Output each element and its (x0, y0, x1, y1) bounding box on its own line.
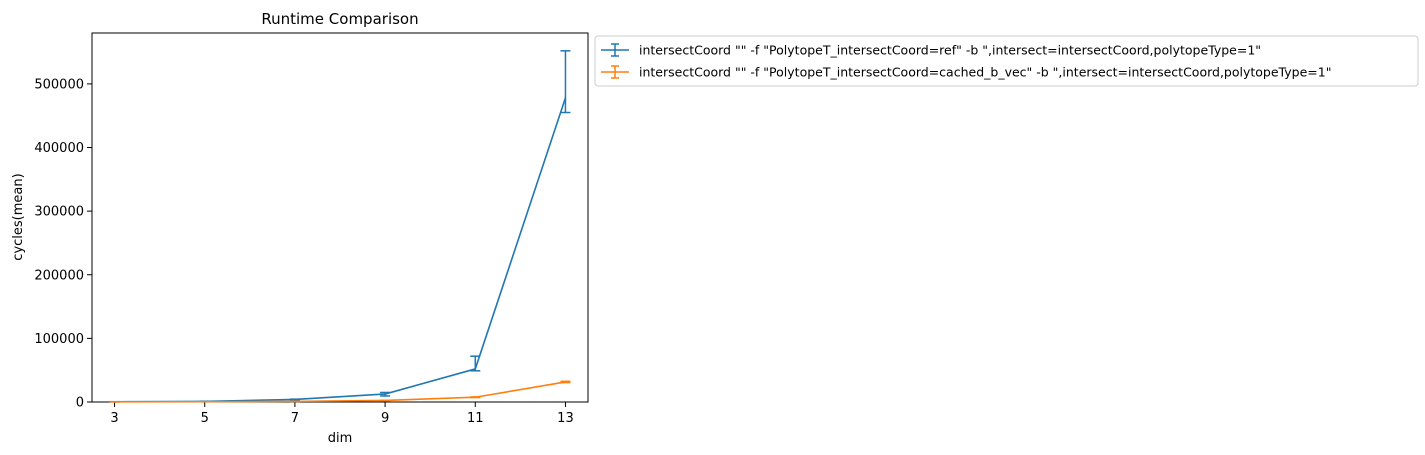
legend: intersectCoord "" -f "PolytopeT_intersec… (594, 35, 1419, 87)
x-tick-label: 7 (291, 411, 299, 426)
legend-item-2: intersectCoord "" -f "PolytopeT_intersec… (601, 65, 1331, 80)
data-point (564, 97, 567, 99)
x-tick-label: 9 (381, 411, 389, 426)
x-axis-title: dim (328, 431, 353, 446)
x-axis: 3 5 7 9 11 13 (110, 402, 574, 426)
legend-label: intersectCoord "" -f "PolytopeT_intersec… (639, 43, 1261, 58)
data-point (474, 368, 477, 370)
series-line (114, 381, 566, 403)
x-tick-label: 5 (201, 411, 209, 426)
data-point (294, 400, 296, 403)
plot-area: 3 5 7 9 11 13 0 100000 200000 300000 400000 500000 (34, 32, 589, 426)
data-point (384, 399, 386, 402)
data-point (564, 381, 567, 383)
legend-frame (594, 35, 1419, 87)
data-point (474, 396, 477, 399)
data-point (384, 393, 386, 395)
x-tick-label: 11 (467, 411, 484, 426)
y-axis: 0 100000 200000 300000 400000 500000 (34, 77, 92, 411)
series-line (114, 97, 567, 403)
chart-title: Runtime Comparison (261, 10, 418, 28)
data-point (294, 398, 296, 401)
y-tick-label: 100000 (34, 332, 84, 347)
x-tick-label: 13 (557, 411, 574, 426)
y-tick-label: 400000 (34, 141, 84, 156)
y-tick-label: 500000 (34, 77, 84, 92)
y-axis-title: cycles(mean) (11, 173, 26, 260)
x-tick-label: 3 (110, 411, 118, 426)
data-point (113, 401, 116, 403)
data-point (203, 400, 206, 403)
legend-item-1: intersectCoord "" -f "PolytopeT_intersec… (601, 43, 1261, 58)
plot-frame (91, 32, 589, 403)
series-1 (109, 50, 571, 403)
series-2 (109, 380, 571, 403)
series-layer (109, 50, 571, 403)
y-tick-label: 200000 (34, 268, 84, 283)
legend-label: intersectCoord "" -f "PolytopeT_intersec… (639, 65, 1331, 80)
y-tick-label: 0 (76, 396, 84, 411)
y-tick-label: 300000 (34, 205, 84, 220)
